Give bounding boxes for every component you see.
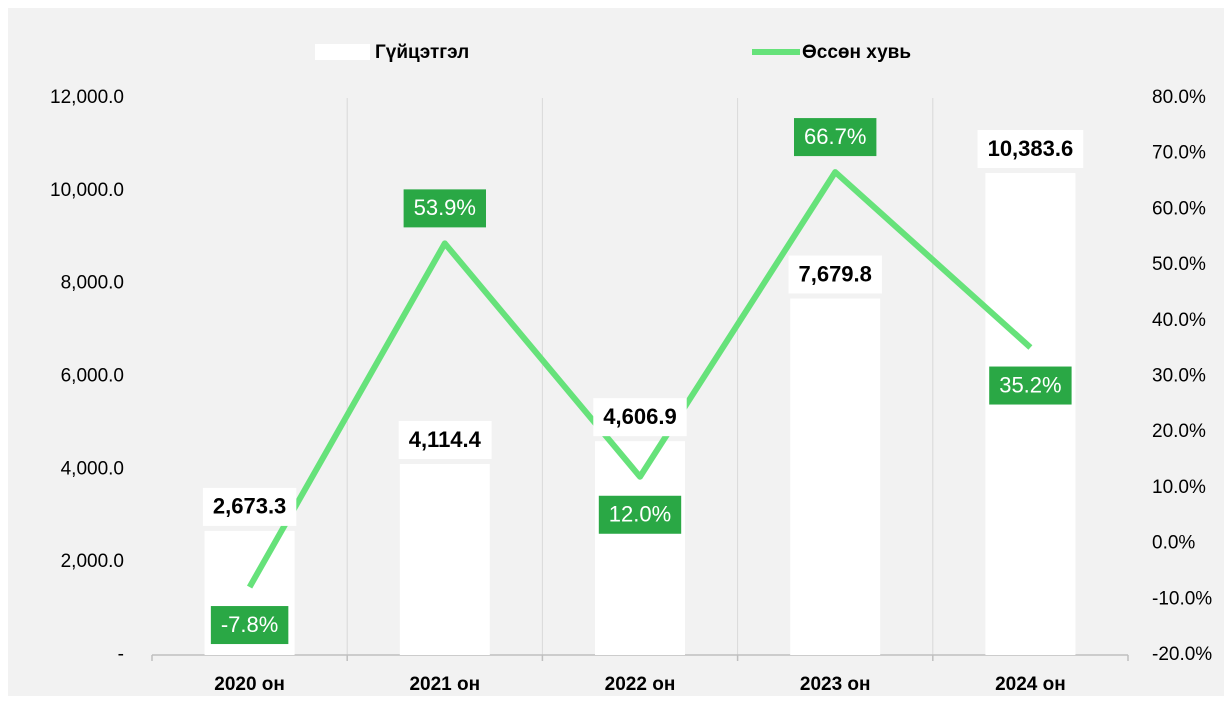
legend-swatch — [315, 44, 370, 60]
line-label-box — [794, 118, 877, 157]
y-tick-label: 6,000.0 — [61, 366, 124, 387]
bar — [790, 298, 881, 655]
legend-label: Гүйцэтгэл — [375, 42, 469, 63]
line-label: 53.9% — [414, 195, 476, 220]
y-tick-label: 12,000.0 — [50, 87, 124, 108]
line-label-box — [403, 189, 486, 228]
bar-label-box — [788, 255, 882, 294]
bar-label-box — [977, 130, 1084, 169]
x-tick-label: 2022 он — [605, 674, 676, 695]
line-label-box — [210, 606, 289, 645]
y-tick-label: 8,000.0 — [61, 273, 124, 294]
bar-label-box — [398, 421, 492, 460]
x-tick-label: 2023 он — [800, 674, 871, 695]
line — [246, 169, 1033, 589]
bar — [985, 173, 1076, 655]
y-tick-label: 10,000.0 — [50, 180, 124, 201]
line-label: 66.7% — [804, 124, 866, 149]
y-tick-label: 4,000.0 — [61, 458, 124, 479]
y2-tick-label: -10.0% — [1152, 588, 1212, 609]
y2-tick-label: 50.0% — [1152, 254, 1206, 275]
y-tick-label: - — [118, 644, 124, 665]
y-tick-label: 2,000.0 — [61, 551, 124, 572]
line-label: 35.2% — [999, 372, 1061, 397]
y2-tick-label: 0.0% — [1152, 533, 1195, 554]
y2-tick-label: -20.0% — [1152, 644, 1212, 665]
y2-tick-label: 60.0% — [1152, 198, 1206, 219]
x-tick-label: 2021 он — [409, 674, 480, 695]
bar-label: 4,114.4 — [409, 427, 482, 452]
legend-label: Өссөн хувь — [802, 42, 911, 63]
y2-tick-label: 10.0% — [1152, 477, 1206, 498]
y2-tick-label: 30.0% — [1152, 366, 1206, 387]
x-tick-label: 2024 он — [995, 674, 1066, 695]
y2-tick-label: 40.0% — [1152, 310, 1206, 331]
bar-label: 7,679.8 — [798, 261, 871, 286]
bar — [399, 464, 490, 655]
bar-label-box — [593, 398, 687, 437]
bar-label: 2,673.3 — [213, 494, 286, 519]
bar-label-box — [202, 487, 297, 526]
line-label-box — [989, 366, 1072, 405]
y2-tick-label: 70.0% — [1152, 143, 1206, 164]
line-label: -7.8% — [221, 612, 278, 637]
y2-tick-label: 20.0% — [1152, 421, 1206, 442]
bar-label: 4,606.9 — [603, 404, 676, 429]
line-label: 12.0% — [609, 502, 671, 527]
line-label-box — [598, 495, 682, 534]
y2-tick-label: 80.0% — [1152, 87, 1206, 108]
bar-label: 10,383.6 — [988, 136, 1074, 161]
x-tick-label: 2020 он — [214, 674, 285, 695]
